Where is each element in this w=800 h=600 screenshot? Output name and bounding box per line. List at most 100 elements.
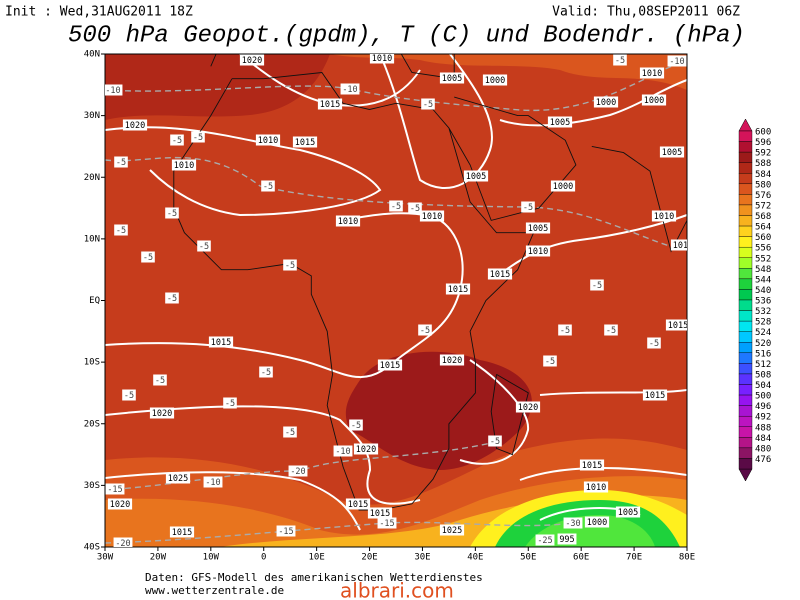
lon-label: 0 (261, 553, 266, 563)
temperature-label-box (613, 54, 627, 66)
isobar-label-box (171, 159, 197, 171)
colorbar-label: 488 (755, 423, 771, 433)
temperature-label: -15 (379, 519, 394, 529)
colorbar-cell (738, 352, 753, 364)
colorbar-cell (738, 215, 753, 227)
temperature-label-box (558, 324, 572, 336)
isobar-label: 1005 (662, 148, 682, 158)
website: www.wetterzentrale.de (145, 584, 284, 597)
lat-label: 10N (84, 234, 100, 244)
isobar-label-box (547, 116, 573, 128)
lon-label: 50E (520, 553, 536, 563)
colorbar-label: 480 (755, 444, 771, 454)
colorbar-cell (738, 384, 753, 396)
colorbar-cell (738, 415, 753, 427)
isobar-label: 1010 (673, 241, 693, 251)
temperature-label-box (340, 83, 360, 95)
isobar-label: 1015 (448, 285, 468, 295)
isobar-label-box (439, 72, 465, 84)
isobar-label-box (367, 507, 393, 519)
field-548 (525, 515, 655, 547)
lon-label: 20W (150, 553, 167, 563)
colorbar-label: 500 (755, 392, 771, 402)
colorbar-label: 496 (755, 402, 771, 412)
isobar-label: 1015 (320, 100, 340, 110)
lon-label: 70E (626, 553, 642, 563)
lat-label: 20N (84, 173, 100, 183)
colorbar-cell (738, 289, 753, 301)
isobar-label-box (550, 180, 576, 192)
temperature-label-box (590, 279, 604, 291)
colorbar-cell (738, 130, 753, 142)
temperature-label-box (105, 483, 125, 495)
isobar-label-box (525, 222, 551, 234)
field-580 (330, 54, 687, 90)
temperature-label-box (276, 525, 296, 537)
isobar-label: 1015 (490, 270, 510, 280)
temperature-label-box (191, 131, 205, 143)
temperature-label-box (283, 426, 297, 438)
colorbar-label: 600 (755, 128, 771, 138)
isobar-label-box (584, 516, 610, 528)
temperature-label-box (647, 337, 661, 349)
isobar-label: 1020 (442, 356, 462, 366)
temperature-label-box (114, 156, 128, 168)
lat-label: 30N (84, 111, 100, 121)
isobar-label-box (639, 67, 665, 79)
temperature-label-box (261, 180, 275, 192)
data-source: Daten: GFS-Modell des amerikanischen Wet… (145, 571, 483, 584)
colorbar-cell (738, 373, 753, 385)
colorbar-cell (738, 331, 753, 343)
temperature-label: -5 (649, 339, 659, 349)
isobar-label: 1015 (211, 338, 231, 348)
colorbar-cell (738, 299, 753, 311)
isobar-label-box (579, 459, 605, 471)
colorbar-cell (738, 268, 753, 280)
colorbar-label: 540 (755, 286, 771, 296)
colorbar-label: 548 (755, 265, 771, 275)
isobar-label: 1025 (442, 526, 462, 536)
temperature-label: -5 (410, 204, 420, 214)
temperature-label-box (203, 476, 223, 488)
lat-label: 40S (84, 543, 100, 553)
isobar-label-box (557, 533, 577, 545)
temperature-label: -30 (565, 519, 580, 529)
temperature-label: -5 (261, 368, 271, 378)
isobar-label-box (593, 96, 619, 108)
colorbar-cell (738, 437, 753, 449)
isobar-label: 1010 (258, 136, 278, 146)
temperature-label-box (141, 251, 155, 263)
temperature-label: -5 (490, 437, 500, 447)
temperature-label: -5 (560, 326, 570, 336)
temperature-label-box (543, 355, 557, 367)
colorbar-label: 556 (755, 244, 771, 254)
map-title: 500 hPa Geopot.(gpdm), T (C) und Bodendr… (68, 22, 745, 49)
isobar-label: 1015 (668, 321, 688, 331)
isobar-label: 1000 (485, 76, 505, 86)
temperature-label: -5 (263, 182, 273, 192)
isobar-label: 1015 (645, 391, 665, 401)
temperature-label: -5 (592, 281, 602, 291)
isobar-label-box (439, 524, 465, 536)
temperature-label-box (197, 240, 211, 252)
colorbar-label: 484 (755, 434, 771, 444)
isobar-label-box (439, 354, 465, 366)
colorbar-label: 544 (755, 275, 771, 285)
isobar-label: 1010 (372, 54, 392, 64)
lat-label: 40N (84, 50, 100, 60)
colorbar-cell (738, 320, 753, 332)
isobar-label-box (642, 389, 668, 401)
lat-label: 20S (84, 419, 100, 429)
isobar-label-box (525, 245, 551, 257)
temperature-label-box (488, 435, 502, 447)
colorbar-label: 520 (755, 339, 771, 349)
lon-label: 10E (309, 553, 325, 563)
isobar-label-box (615, 506, 641, 518)
temperature-label-box (223, 397, 237, 409)
temperature-label-box (165, 292, 179, 304)
isobar-label-box (659, 146, 685, 158)
temperature-label: -5 (420, 326, 430, 336)
isobar-label: 1015 (370, 509, 390, 519)
colorbar-label: 596 (755, 138, 771, 148)
isobar-label: 1020 (518, 403, 538, 413)
